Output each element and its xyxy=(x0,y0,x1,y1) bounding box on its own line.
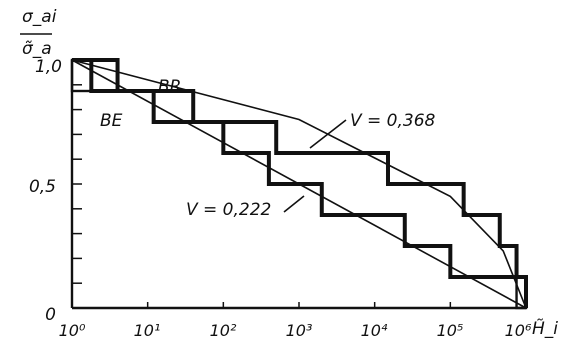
leader-v-0368 xyxy=(309,119,347,149)
x-tick-label-10e4: 10⁴ xyxy=(361,321,388,340)
x-tick-label-10e2: 10² xyxy=(210,321,237,340)
x-tick-label-10e3: 10³ xyxy=(286,321,313,340)
top-left-step-box xyxy=(70,58,119,93)
y-minor-ticks xyxy=(72,84,82,284)
staircase-series xyxy=(70,58,528,310)
x-tick-label-10e0: 10⁰ xyxy=(59,321,86,340)
y-tick-label-0-5: 0,5 xyxy=(29,177,56,197)
y-axis-label: σ_ai σ̃_a xyxy=(20,7,57,59)
annotation-be: BE xyxy=(100,111,123,131)
staircase-br xyxy=(72,58,528,308)
annotation-br: BR xyxy=(158,77,181,97)
leader-v-0222 xyxy=(283,195,305,213)
x-tick-label-10e1: 10¹ xyxy=(134,321,161,340)
y-tick-label-0: 0 xyxy=(45,305,56,325)
x-axis-label: H̃_i xyxy=(532,318,558,339)
annotation-v-0222: V = 0,222 xyxy=(186,200,271,220)
y-label-numerator: σ_ai xyxy=(22,7,57,27)
y-label-denominator: σ̃_a xyxy=(22,39,52,59)
y-tick-label-1-0: 1,0 xyxy=(35,57,62,77)
bottom-right-step-box xyxy=(515,275,528,310)
annotation-v-0368: V = 0,368 xyxy=(350,111,436,131)
smooth-curve-br xyxy=(71,59,527,309)
x-tick-label-10e6: 10⁶ xyxy=(505,321,532,340)
x-tick-label-10e5: 10⁵ xyxy=(437,321,464,340)
staircase-be xyxy=(72,58,528,308)
